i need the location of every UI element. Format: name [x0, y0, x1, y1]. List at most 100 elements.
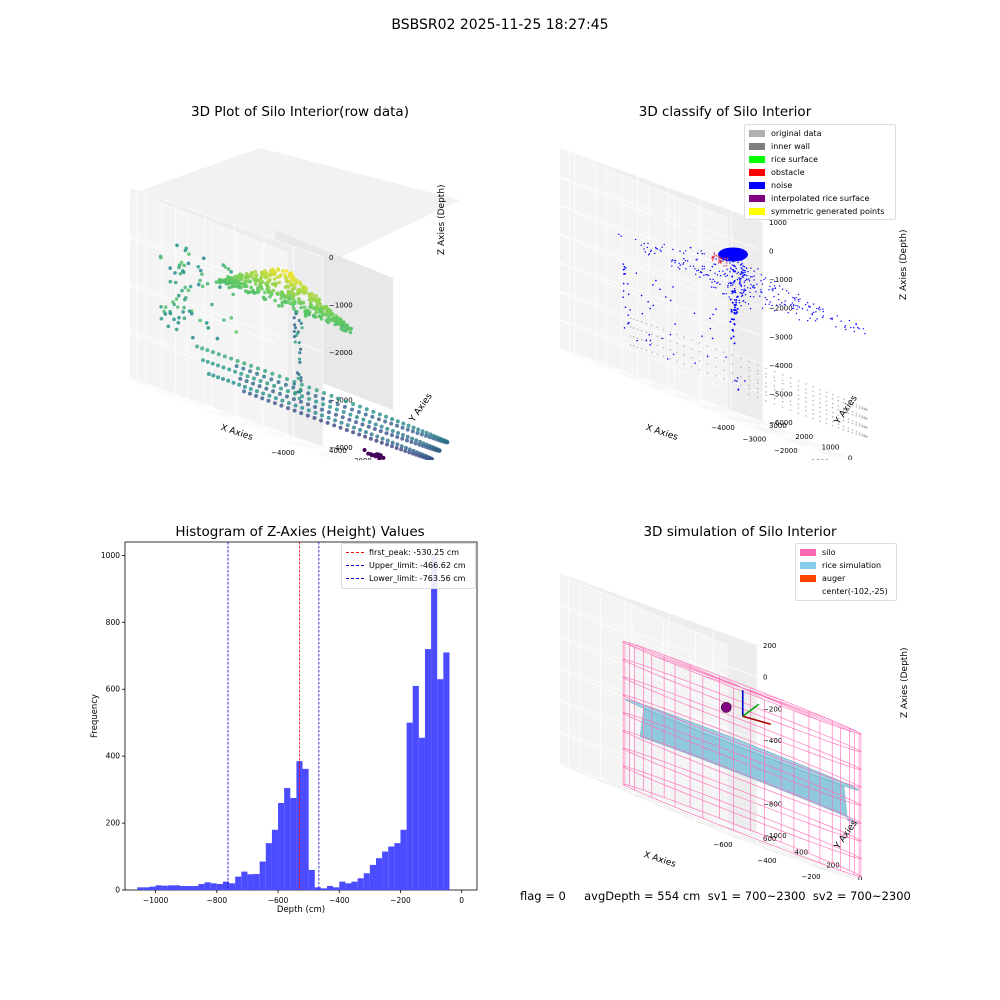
classify-point	[812, 390, 814, 393]
classify-point	[755, 291, 757, 293]
raw-point	[211, 373, 216, 378]
histogram-y-tick-label: 400	[106, 752, 121, 761]
grid-line	[236, 422, 342, 460]
raw-point	[221, 376, 225, 381]
classify-point	[796, 308, 798, 310]
classify-point	[797, 385, 800, 387]
classify-point	[842, 419, 845, 422]
classify-point	[851, 420, 854, 422]
classify-point	[656, 353, 659, 356]
classify-legend-swatch	[749, 195, 765, 202]
raw-point	[313, 405, 318, 410]
classify-point	[645, 349, 648, 352]
raw-point	[290, 276, 295, 281]
classify-point	[822, 315, 824, 317]
raw-point	[293, 326, 298, 330]
raw-point	[241, 366, 246, 371]
raw-point	[343, 399, 348, 404]
classify-point	[746, 278, 748, 281]
classify-point	[864, 435, 867, 437]
raw-point	[299, 305, 303, 310]
classify-legend-swatch	[749, 156, 765, 163]
classify-point	[689, 265, 691, 267]
raw-point	[314, 388, 319, 393]
raw-point	[272, 383, 277, 388]
classify-point	[863, 417, 865, 420]
classify-point	[711, 281, 713, 284]
raw-point	[368, 436, 373, 441]
classify-point	[743, 289, 745, 291]
silo-roof-spoke	[664, 654, 743, 688]
raw-point	[399, 444, 404, 449]
classify-point	[798, 319, 800, 321]
classify-point	[743, 265, 746, 268]
classify-point	[733, 289, 736, 292]
classify-point	[861, 406, 864, 408]
classify-point	[714, 348, 717, 350]
classify-point	[712, 313, 714, 316]
classify-point	[781, 379, 784, 382]
classify-point	[671, 259, 674, 261]
raw-point	[265, 381, 270, 386]
grid-line	[560, 291, 728, 362]
raw-point	[400, 425, 405, 430]
z-tick-label: −1000	[329, 302, 353, 310]
raw-point	[403, 448, 408, 453]
classify-point	[742, 276, 745, 278]
raw-point	[176, 293, 181, 298]
raw-point	[421, 441, 426, 446]
classify-point	[855, 403, 858, 406]
classify-point	[676, 360, 678, 363]
classify-point	[644, 251, 647, 253]
classify-point	[748, 375, 750, 378]
classify-point	[756, 396, 759, 399]
classify-point	[818, 306, 821, 308]
classify-point	[683, 345, 686, 347]
raw-point	[315, 304, 320, 308]
raw-point	[304, 290, 309, 295]
histogram-bar	[253, 873, 260, 890]
raw-point	[379, 440, 384, 445]
classify-point	[706, 355, 709, 358]
classify-point	[679, 250, 681, 252]
classify-point	[831, 424, 834, 427]
classify-point	[734, 379, 736, 382]
classify-point	[683, 336, 686, 338]
classify-point	[837, 417, 840, 420]
classify-point	[773, 285, 776, 287]
classify-point	[768, 288, 770, 291]
histogram-bar	[431, 555, 438, 890]
classify-z-label: Z Axies (Depth)	[899, 229, 909, 300]
raw-point	[415, 430, 420, 435]
classify-point	[715, 287, 717, 289]
classify-point	[729, 320, 732, 323]
classify-point	[861, 407, 863, 410]
classify-point	[674, 323, 676, 325]
histogram-bar	[173, 885, 181, 890]
y-tick-label: 600	[763, 835, 776, 843]
classify-point	[809, 306, 811, 308]
z-tick-label: −3000	[769, 333, 793, 341]
classify-point	[760, 279, 762, 282]
classify-point	[731, 354, 734, 357]
classify-point	[649, 344, 651, 346]
raw-point	[303, 314, 308, 318]
raw-point	[234, 330, 239, 334]
raw-point	[256, 366, 261, 371]
simulation-legend-label: center(-102,-25)	[822, 587, 888, 596]
raw-point	[261, 391, 266, 396]
classify-point	[819, 420, 821, 422]
classify-point	[741, 294, 744, 297]
classify-point	[773, 397, 776, 400]
raw-point	[200, 272, 204, 276]
raw-point	[215, 336, 220, 341]
classify-point	[703, 274, 705, 276]
histogram-bar	[271, 829, 279, 890]
classify-point	[797, 398, 800, 400]
raw-point	[253, 269, 258, 274]
raw-point	[210, 361, 215, 366]
classify-point	[742, 269, 744, 271]
classify-point	[831, 318, 833, 321]
classify-point	[764, 277, 767, 279]
grid-line	[560, 262, 728, 333]
